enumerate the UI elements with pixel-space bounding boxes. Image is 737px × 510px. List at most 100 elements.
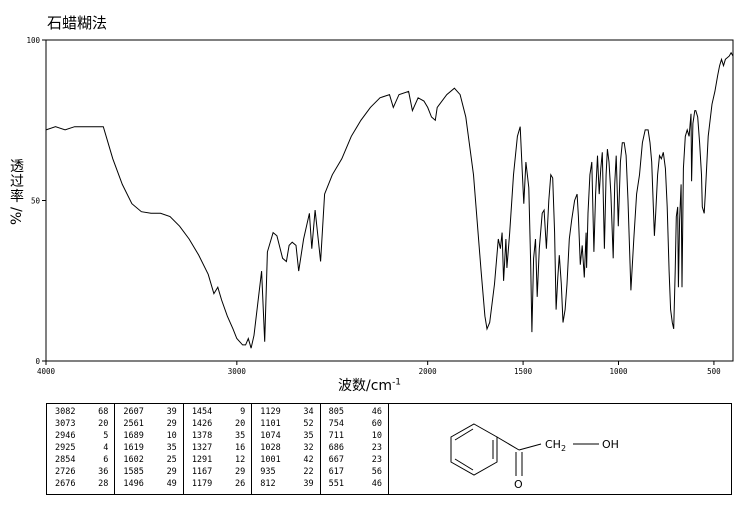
peak-row: 1496 49 <box>115 478 182 490</box>
peak-column: 1454 9 1426 20 1378 35 1327 16 1291 12 1167 29 1179 2… <box>182 404 251 494</box>
peak-row: 1689 10 <box>115 430 182 442</box>
peak-wavenumber: 667 <box>328 455 344 465</box>
peak-wavenumber: 617 <box>328 467 344 477</box>
ir-spectrum-chart: 4000 3000 2000 1500 1000 500 0 50 100 <box>26 36 734 376</box>
peak-transmittance: 56 <box>371 467 383 477</box>
peak-wavenumber: 1378 <box>191 431 213 441</box>
peak-wavenumber: 1619 <box>123 443 144 453</box>
x-tick-label: 1500 <box>514 367 533 376</box>
peak-wavenumber: 1291 <box>191 455 213 465</box>
peak-transmittance: 46 <box>371 407 383 417</box>
x-axis-label-sup: -1 <box>392 377 402 388</box>
peak-wavenumber: 1167 <box>191 467 213 477</box>
peak-wavenumber: 805 <box>328 407 344 417</box>
peak-row: 812 39 <box>252 478 319 490</box>
peak-transmittance: 10 <box>371 431 383 441</box>
oxygen-label: O <box>514 478 523 491</box>
x-axis-label: 波数/cm-1 <box>338 375 401 395</box>
peak-transmittance: 52 <box>303 419 314 429</box>
peak-transmittance: 34 <box>303 407 314 417</box>
peak-row: 3082 68 <box>47 406 114 418</box>
x-tick-label: 1000 <box>609 367 628 376</box>
peak-row: 2925 4 <box>47 442 114 454</box>
peak-row: 551 46 <box>321 478 388 490</box>
peak-wavenumber: 551 <box>328 479 344 489</box>
peak-row: 686 23 <box>321 442 388 454</box>
peak-wavenumber: 2925 <box>55 443 76 453</box>
y-axis-label-text: 透过率 <box>10 159 24 205</box>
peak-row: 1074 35 <box>252 430 319 442</box>
peak-transmittance: 46 <box>371 479 383 489</box>
peak-wavenumber: 1585 <box>123 467 144 477</box>
peak-row: 1101 52 <box>252 418 319 430</box>
peak-wavenumber: 1179 <box>191 479 213 489</box>
peak-transmittance: 4 <box>103 443 109 453</box>
peak-row: 667 23 <box>321 454 388 466</box>
peak-transmittance: 35 <box>166 443 177 453</box>
peak-column: 2607 39 2561 29 1689 10 1619 35 1602 25 1585 29 1496… <box>114 404 182 494</box>
peak-transmittance: 39 <box>303 479 314 489</box>
peak-row: 2561 29 <box>115 418 182 430</box>
peak-transmittance: 25 <box>166 455 177 465</box>
x-tick-label: 3000 <box>228 367 247 376</box>
peak-transmittance: 23 <box>371 455 383 465</box>
peak-column: 805 46 754 60 711 10 686 23 667 23 617 56 551 46 <box>319 404 388 494</box>
x-tick-label: 500 <box>707 367 721 376</box>
x-tick-label: 2000 <box>419 367 438 376</box>
peak-transmittance: 5 <box>103 431 109 441</box>
peak-transmittance: 32 <box>303 443 314 453</box>
peak-wavenumber: 1074 <box>260 431 281 441</box>
peak-transmittance: 10 <box>166 431 177 441</box>
peak-row: 935 22 <box>252 466 319 478</box>
peak-transmittance: 26 <box>234 479 246 489</box>
peak-transmittance: 20 <box>234 419 246 429</box>
peak-wavenumber: 711 <box>328 431 344 441</box>
peak-row: 1619 35 <box>115 442 182 454</box>
peak-row: 1179 26 <box>184 478 251 490</box>
peak-row: 754 60 <box>321 418 388 430</box>
structure-diagram: O CH2 OH <box>450 423 619 491</box>
spectrum-line <box>45 51 734 349</box>
peak-wavenumber: 1426 <box>191 419 213 429</box>
peak-wavenumber: 1689 <box>123 431 144 441</box>
peak-wavenumber: 2607 <box>123 407 144 417</box>
ch2-label: CH2 <box>545 438 566 453</box>
peak-row: 1454 9 <box>184 406 251 418</box>
structure-panel: O CH2 OH <box>389 403 732 495</box>
peak-row: 1585 29 <box>115 466 182 478</box>
y-tick-label: 0 <box>35 357 40 366</box>
peak-row: 1028 32 <box>252 442 319 454</box>
oh-label: OH <box>602 438 619 451</box>
peak-transmittance: 6 <box>103 455 109 465</box>
axis-ticks: 4000 3000 2000 1500 1000 500 0 50 100 <box>26 36 721 376</box>
peak-wavenumber: 1327 <box>191 443 213 453</box>
peak-transmittance: 42 <box>303 455 314 465</box>
chart-title: 石蜡糊法 <box>47 14 108 32</box>
peak-transmittance: 28 <box>98 479 109 489</box>
peak-transmittance: 20 <box>98 419 109 429</box>
peak-row: 2726 36 <box>47 466 114 478</box>
x-tick-label: 4000 <box>37 367 56 376</box>
y-tick-label: 100 <box>26 36 40 45</box>
peak-transmittance: 60 <box>371 419 383 429</box>
peak-row: 2946 5 <box>47 430 114 442</box>
x-axis-label-text: 波数/cm <box>338 378 393 394</box>
peak-row: 1327 16 <box>184 442 251 454</box>
peak-row: 617 56 <box>321 466 388 478</box>
peak-wavenumber: 935 <box>260 467 276 477</box>
peak-wavenumber: 1101 <box>260 419 281 429</box>
peak-row: 1129 34 <box>252 406 319 418</box>
peak-transmittance: 9 <box>240 407 246 417</box>
peak-row: 2607 39 <box>115 406 182 418</box>
peak-transmittance: 12 <box>234 455 246 465</box>
peak-transmittance: 23 <box>371 443 383 453</box>
peak-transmittance: 68 <box>98 407 109 417</box>
peak-transmittance: 35 <box>303 431 314 441</box>
peak-wavenumber: 3073 <box>55 419 76 429</box>
peak-row: 2676 28 <box>47 478 114 490</box>
peak-row: 2854 6 <box>47 454 114 466</box>
peak-wavenumber: 1454 <box>191 407 213 417</box>
y-axis-unit: %/ <box>8 207 25 226</box>
peak-wavenumber: 1129 <box>260 407 281 417</box>
peak-transmittance: 29 <box>166 419 177 429</box>
